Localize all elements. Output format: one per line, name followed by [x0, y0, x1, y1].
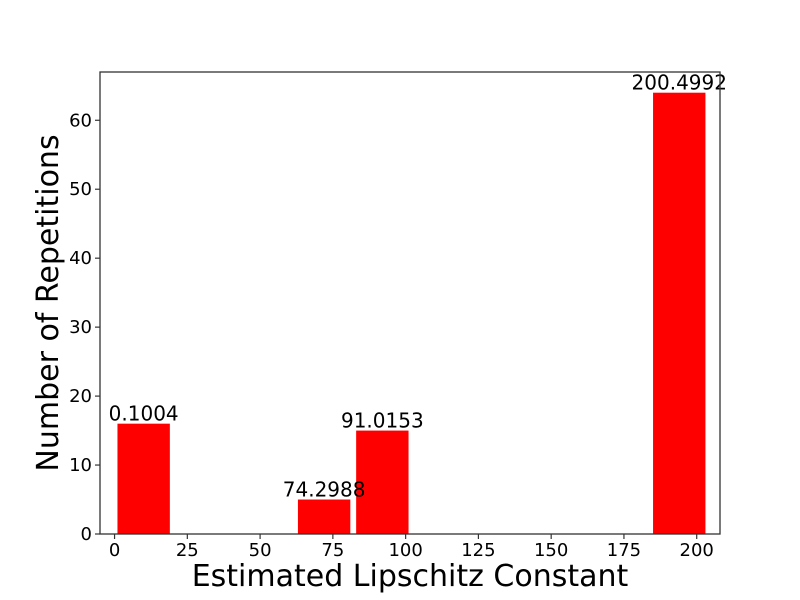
x-tick-label: 125 — [461, 540, 495, 561]
bar-label-0: 0.1004 — [109, 402, 179, 426]
bar-3 — [653, 92, 706, 534]
x-tick-label: 75 — [321, 540, 344, 561]
bar-label-1: 74.2988 — [283, 478, 366, 502]
bar-label-2: 91.0153 — [341, 409, 424, 433]
bar-2 — [356, 430, 409, 534]
plot-frame — [99, 71, 721, 535]
y-tick-label: 30 — [69, 317, 92, 338]
bar-label-3: 200.4992 — [632, 71, 727, 95]
y-tick-label: 10 — [69, 455, 92, 476]
x-axis: 0 25 50 75 100 125 150 175 200 — [109, 534, 714, 561]
y-tick-label: 0 — [81, 524, 92, 545]
x-tick-label: 150 — [534, 540, 568, 561]
x-tick-label: 200 — [680, 540, 714, 561]
x-tick-label: 50 — [249, 540, 272, 561]
y-axis-label: Number of Repetitions — [31, 134, 66, 471]
y-tick-label: 60 — [69, 110, 92, 131]
x-axis-label: Estimated Lipschitz Constant — [192, 559, 629, 594]
bar-labels-layer: 0.1004 74.2988 91.0153 200.4992 — [109, 71, 727, 502]
x-tick-label: 100 — [388, 540, 422, 561]
x-tick-label: 0 — [109, 540, 120, 561]
bar-1 — [297, 499, 351, 534]
y-tick-label: 20 — [69, 386, 92, 407]
y-tick-label: 50 — [69, 179, 92, 200]
bar-0 — [117, 423, 170, 534]
bars-layer — [117, 92, 706, 534]
y-tick-label: 40 — [69, 248, 92, 269]
x-tick-label: 25 — [176, 540, 199, 561]
y-axis: 0 10 20 30 40 50 60 — [69, 110, 100, 545]
x-tick-label: 175 — [607, 540, 641, 561]
